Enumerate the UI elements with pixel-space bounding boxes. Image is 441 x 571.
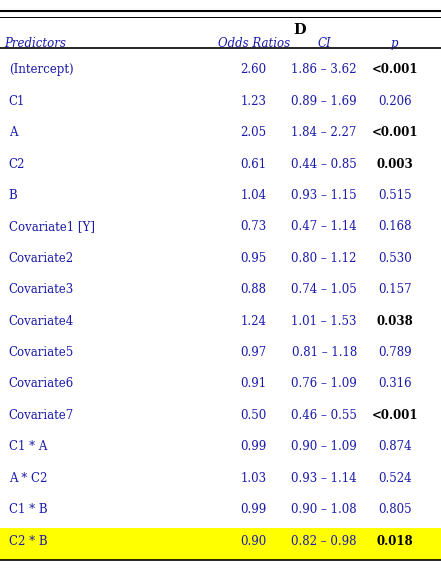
Text: 0.81 – 1.18: 0.81 – 1.18 — [292, 346, 357, 359]
Text: Covariate7: Covariate7 — [9, 409, 74, 422]
Text: 0.206: 0.206 — [378, 95, 411, 108]
Text: 0.805: 0.805 — [378, 503, 411, 516]
Text: 0.168: 0.168 — [378, 220, 411, 234]
Text: 0.73: 0.73 — [240, 220, 267, 234]
Text: 0.316: 0.316 — [378, 377, 411, 391]
Text: 0.018: 0.018 — [376, 534, 413, 548]
Bar — [0, 528, 441, 560]
Text: 0.91: 0.91 — [240, 377, 267, 391]
Text: C1 * A: C1 * A — [9, 440, 47, 453]
Text: 0.50: 0.50 — [240, 409, 267, 422]
Text: B: B — [9, 189, 18, 202]
Text: 0.95: 0.95 — [240, 252, 267, 265]
Text: 0.93 – 1.14: 0.93 – 1.14 — [292, 472, 357, 485]
Text: 2.05: 2.05 — [240, 126, 267, 139]
Text: Odds Ratios: Odds Ratios — [217, 37, 290, 50]
Text: Covariate2: Covariate2 — [9, 252, 74, 265]
Text: 1.01 – 1.53: 1.01 – 1.53 — [292, 315, 357, 328]
Text: 0.038: 0.038 — [376, 315, 413, 328]
Text: A * C2: A * C2 — [9, 472, 47, 485]
Text: (Intercept): (Intercept) — [9, 63, 74, 77]
Text: C2: C2 — [9, 158, 25, 171]
Text: 0.80 – 1.12: 0.80 – 1.12 — [292, 252, 357, 265]
Text: 0.90 – 1.08: 0.90 – 1.08 — [292, 503, 357, 516]
Text: Covariate1 [Y]: Covariate1 [Y] — [9, 220, 95, 234]
Text: 0.89 – 1.69: 0.89 – 1.69 — [292, 95, 357, 108]
Text: 0.99: 0.99 — [240, 440, 267, 453]
Text: 0.524: 0.524 — [378, 472, 411, 485]
Text: 0.82 – 0.98: 0.82 – 0.98 — [292, 534, 357, 548]
Text: Predictors: Predictors — [4, 37, 66, 50]
Text: D: D — [294, 23, 306, 37]
Text: 1.84 – 2.27: 1.84 – 2.27 — [292, 126, 357, 139]
Text: 0.789: 0.789 — [378, 346, 411, 359]
Text: 0.99: 0.99 — [240, 503, 267, 516]
Text: C1 * B: C1 * B — [9, 503, 48, 516]
Text: 0.90: 0.90 — [240, 534, 267, 548]
Text: Covariate3: Covariate3 — [9, 283, 74, 296]
Text: p: p — [391, 37, 399, 50]
Text: 2.60: 2.60 — [240, 63, 267, 77]
Text: 0.76 – 1.09: 0.76 – 1.09 — [291, 377, 357, 391]
Text: 0.47 – 1.14: 0.47 – 1.14 — [292, 220, 357, 234]
Text: <0.001: <0.001 — [371, 409, 418, 422]
Text: C2 * B: C2 * B — [9, 534, 48, 548]
Text: 0.874: 0.874 — [378, 440, 411, 453]
Text: 0.44 – 0.85: 0.44 – 0.85 — [291, 158, 357, 171]
Text: 0.530: 0.530 — [378, 252, 411, 265]
Text: 0.88: 0.88 — [241, 283, 266, 296]
Text: 1.04: 1.04 — [240, 189, 267, 202]
Text: 0.97: 0.97 — [240, 346, 267, 359]
Text: CI: CI — [318, 37, 331, 50]
Text: 0.46 – 0.55: 0.46 – 0.55 — [291, 409, 357, 422]
Text: 0.74 – 1.05: 0.74 – 1.05 — [291, 283, 357, 296]
Text: 1.24: 1.24 — [241, 315, 266, 328]
Text: 0.93 – 1.15: 0.93 – 1.15 — [292, 189, 357, 202]
Text: 1.03: 1.03 — [240, 472, 267, 485]
Text: C1: C1 — [9, 95, 25, 108]
Text: 0.61: 0.61 — [240, 158, 267, 171]
Text: 0.90 – 1.09: 0.90 – 1.09 — [291, 440, 357, 453]
Text: Covariate4: Covariate4 — [9, 315, 74, 328]
Text: Covariate5: Covariate5 — [9, 346, 74, 359]
Text: 1.86 – 3.62: 1.86 – 3.62 — [292, 63, 357, 77]
Text: 0.157: 0.157 — [378, 283, 411, 296]
Text: 0.515: 0.515 — [378, 189, 411, 202]
Text: 1.23: 1.23 — [241, 95, 266, 108]
Text: Covariate6: Covariate6 — [9, 377, 74, 391]
Text: <0.001: <0.001 — [371, 63, 418, 77]
Text: <0.001: <0.001 — [371, 126, 418, 139]
Text: A: A — [9, 126, 17, 139]
Text: 0.003: 0.003 — [376, 158, 413, 171]
